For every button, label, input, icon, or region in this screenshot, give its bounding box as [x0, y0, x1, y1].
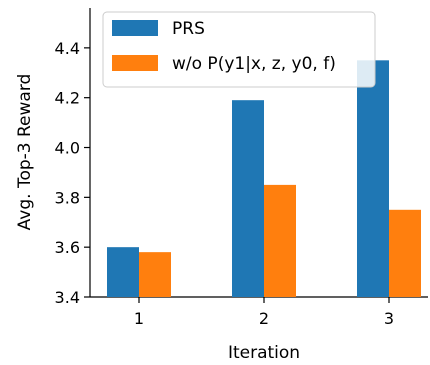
- y-tick-label: 3.4: [55, 288, 80, 307]
- legend-swatch-prs: [112, 20, 158, 36]
- y-tick-label: 3.8: [55, 188, 80, 207]
- y-tick-label: 4.2: [55, 89, 80, 108]
- y-tick-label: 4.0: [55, 139, 80, 158]
- y-axis-label: Avg. Top-3 Reward: [15, 74, 35, 231]
- bar-wo-iter-1: [139, 252, 171, 297]
- bar-prs-iter-2: [232, 100, 264, 298]
- legend-label-wo: w/o P(y1|x, z, y0, f): [172, 54, 336, 74]
- y-ticks: 3.4 3.6 3.8 4.0 4.2 4.4: [55, 39, 90, 307]
- y-tick-label: 3.6: [55, 238, 80, 257]
- x-tick-label: 3: [384, 309, 394, 328]
- legend-swatch-wo: [112, 55, 158, 71]
- legend-label-prs: PRS: [172, 19, 205, 39]
- bars: [107, 60, 421, 298]
- y-tick-label: 4.4: [55, 39, 80, 58]
- bar-prs-iter-3: [357, 60, 389, 297]
- legend-frame: [102, 11, 376, 88]
- legend: PRS w/o P(y1|x, z, y0, f): [102, 11, 376, 88]
- bar-wo-iter-2: [264, 184, 296, 297]
- x-tick-label: 1: [134, 309, 144, 328]
- bar-prs-iter-1: [107, 247, 139, 297]
- x-tick-label: 2: [259, 309, 269, 328]
- x-ticks: 1 2 3: [134, 297, 394, 328]
- x-axis-label: Iteration: [228, 343, 300, 363]
- bar-wo-iter-3: [389, 209, 421, 297]
